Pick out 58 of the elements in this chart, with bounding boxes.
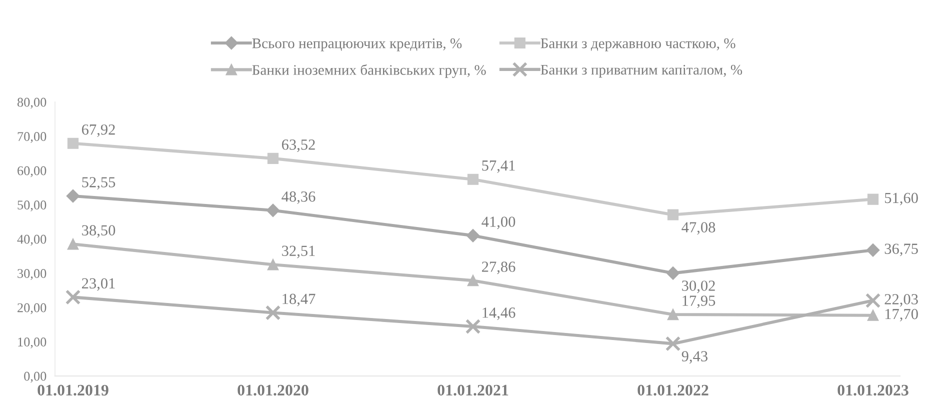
- legend-label: Банки з приватним капіталом, %: [540, 64, 742, 78]
- data-label: 32,51: [282, 246, 315, 258]
- point: [67, 138, 79, 149]
- data-label: 57,41: [482, 160, 515, 173]
- point: [667, 209, 679, 220]
- x-tick-label: 01.01.2019: [38, 384, 108, 396]
- point: [267, 259, 279, 270]
- legend-label: Банки з державною часткою, %: [540, 38, 736, 52]
- y-tick-label: 50,00: [18, 200, 46, 212]
- point: [865, 292, 881, 308]
- data-label: 9,43: [682, 351, 708, 364]
- x-tick-label: 01.01.2023: [838, 384, 908, 396]
- y-tick-label: 30,00: [18, 269, 46, 280]
- data-label: 67,92: [82, 124, 115, 137]
- data-label: 41,00: [482, 216, 516, 230]
- legend-label: Всього непрацюючих кредитів, %: [252, 38, 462, 52]
- x-tick-label: 01.01.2022: [638, 384, 708, 396]
- point: [667, 308, 679, 320]
- data-label: 51,60: [885, 192, 918, 206]
- y-tick-label: 20,00: [18, 303, 46, 314]
- point: [665, 336, 681, 352]
- point: [867, 194, 879, 205]
- point: [666, 266, 680, 280]
- y-tick-label: 40,00: [17, 234, 46, 246]
- point: [867, 310, 879, 321]
- legend-label: Банки іноземних банківських груп, %: [252, 64, 486, 78]
- point: [65, 290, 81, 305]
- data-label: 22,03: [884, 294, 918, 307]
- data-label: 14,46: [482, 308, 516, 320]
- x-tick-label: 01.01.2020: [238, 384, 308, 396]
- point: [66, 189, 80, 203]
- point: [265, 305, 281, 320]
- point: [267, 152, 279, 164]
- data-label: 27,86: [482, 262, 516, 274]
- data-label: 23,01: [82, 278, 115, 291]
- data-label: 17,95: [682, 296, 716, 308]
- point: [466, 228, 480, 242]
- y-tick-label: 60,00: [18, 166, 46, 178]
- point: [266, 204, 280, 217]
- point: [467, 174, 479, 185]
- data-label: 48,36: [282, 191, 316, 204]
- data-label: 17,70: [885, 308, 918, 322]
- y-tick-label: 70,00: [18, 132, 46, 143]
- data-label: 52,55: [82, 177, 116, 190]
- data-label: 47,08: [682, 222, 716, 235]
- data-label: 18,47: [282, 294, 316, 306]
- y-tick-label: 10,00: [18, 338, 46, 348]
- data-label: 30,02: [682, 280, 715, 294]
- y-tick-label: 80,00: [17, 98, 46, 109]
- point: [467, 275, 479, 286]
- x-tick-label: 01.01.2021: [438, 384, 508, 396]
- data-label: 38,50: [82, 225, 116, 238]
- point: [866, 244, 880, 257]
- data-label: 63,52: [282, 140, 315, 152]
- point: [67, 238, 79, 250]
- data-label: 36,75: [884, 244, 918, 256]
- y-tick-label: 0,00: [24, 372, 46, 383]
- point: [465, 318, 481, 334]
